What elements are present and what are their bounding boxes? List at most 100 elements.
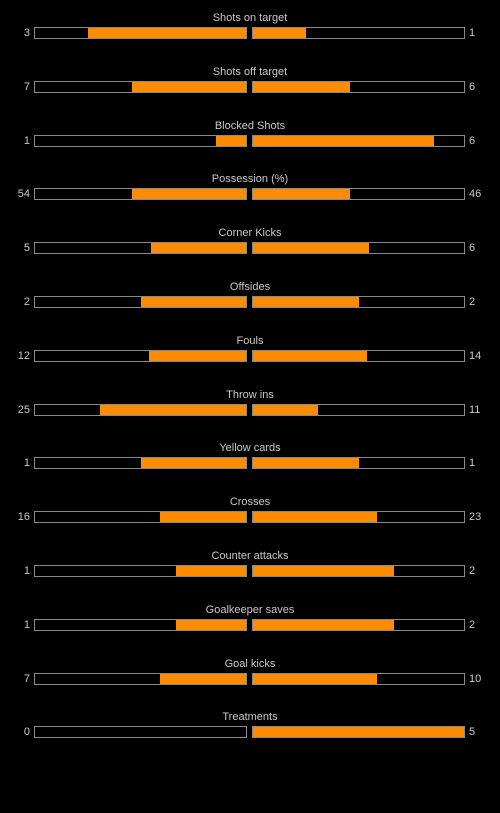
stat-label: Throw ins (226, 388, 274, 401)
stat-label: Counter attacks (211, 549, 289, 562)
away-value: 11 (469, 403, 481, 416)
stat-label: Corner Kicks (218, 227, 282, 240)
away-value: 6 (469, 134, 476, 147)
home-bar-fill (132, 81, 246, 92)
home-bar (34, 618, 247, 631)
away-bar (252, 188, 465, 201)
away-bar (252, 134, 465, 147)
away-value: 10 (469, 672, 482, 685)
home-bar (34, 80, 247, 93)
away-bar (252, 27, 465, 39)
home-value: 54 (17, 188, 30, 201)
home-value: 7 (23, 80, 30, 93)
stat-label: Shots on target (212, 12, 288, 24)
stat-row: Goal kicks 7 10 (0, 657, 500, 711)
away-value: 46 (469, 188, 482, 201)
away-bar-fill (253, 81, 351, 92)
away-bar (252, 618, 465, 631)
home-bar-fill (132, 189, 246, 200)
stat-label: Yellow cards (219, 442, 281, 455)
home-bar (34, 511, 247, 524)
stat-row: Goalkeeper saves 1 2 (0, 603, 500, 657)
home-value: 1 (23, 134, 30, 147)
stat-label: Offsides (229, 280, 271, 293)
stat-row: Shots on target 3 1 (0, 11, 500, 65)
stat-label: Goal kicks (224, 657, 276, 670)
away-bar-fill (253, 296, 359, 307)
away-bar-fill (253, 458, 359, 469)
home-value: 1 (23, 457, 30, 470)
home-bar-fill (87, 28, 246, 38)
home-value: 1 (23, 618, 30, 631)
away-bar (252, 726, 465, 739)
stat-row: Throw ins 25 11 (0, 388, 500, 442)
home-bar-fill (159, 673, 246, 684)
stat-label: Blocked Shots (214, 119, 286, 132)
stat-row: Fouls 12 14 (0, 334, 500, 388)
home-bar (34, 726, 247, 739)
stat-row: Treatments 0 5 (0, 710, 500, 764)
home-bar (34, 349, 247, 362)
home-bar (34, 457, 247, 470)
away-bar-fill (253, 727, 464, 738)
home-value: 1 (23, 564, 30, 577)
home-value: 3 (23, 27, 30, 39)
away-value: 23 (469, 511, 482, 524)
away-bar (252, 80, 465, 93)
home-value: 12 (17, 349, 30, 362)
away-value: 6 (469, 242, 476, 255)
away-bar (252, 564, 465, 577)
home-value: 0 (23, 726, 30, 739)
home-bar-fill (148, 350, 246, 361)
home-bar (34, 403, 247, 416)
home-bar-fill (140, 296, 246, 307)
home-bar (34, 672, 247, 685)
home-bar (34, 295, 247, 308)
home-bar-fill (216, 135, 246, 146)
stat-row: Offsides 2 2 (0, 280, 500, 334)
away-bar-fill (253, 565, 395, 576)
away-value: 2 (469, 618, 476, 631)
away-bar-fill (253, 619, 395, 630)
home-bar-fill (176, 565, 246, 576)
away-bar (252, 672, 465, 685)
home-value: 2 (23, 295, 30, 308)
home-bar-fill (176, 619, 246, 630)
stats-list: Shots on target 3 1 Shots off target 7 6… (0, 11, 500, 764)
away-value: 2 (469, 564, 476, 577)
home-bar-fill (100, 404, 246, 415)
away-value: 2 (469, 295, 476, 308)
home-bar (34, 134, 247, 147)
away-value: 14 (469, 349, 482, 362)
away-value: 6 (469, 80, 476, 93)
stat-label: Fouls (236, 334, 264, 347)
home-bar (34, 27, 247, 39)
away-bar-fill (253, 673, 378, 684)
away-bar-fill (253, 189, 351, 200)
away-bar-fill (253, 404, 319, 415)
home-value: 16 (17, 511, 30, 524)
away-bar-fill (253, 512, 378, 523)
away-bar (252, 511, 465, 524)
home-value: 25 (17, 403, 30, 416)
away-bar-fill (253, 350, 367, 361)
home-value: 7 (23, 672, 30, 685)
away-bar (252, 457, 465, 470)
away-bar (252, 242, 465, 255)
stat-row: Blocked Shots 1 6 (0, 119, 500, 173)
home-bar-fill (159, 512, 246, 523)
stat-row: Counter attacks 1 2 (0, 549, 500, 603)
stat-row: Possession (%) 54 46 (0, 172, 500, 226)
away-value: 1 (469, 27, 476, 39)
home-bar (34, 188, 247, 201)
home-bar-fill (151, 243, 246, 254)
away-bar (252, 295, 465, 308)
away-bar-fill (253, 243, 370, 254)
away-bar-fill (253, 28, 306, 38)
stat-row: Crosses 16 23 (0, 495, 500, 549)
away-value: 1 (469, 457, 476, 470)
stat-row: Yellow cards 1 1 (0, 441, 500, 495)
stat-label: Shots off target (212, 65, 288, 78)
home-value: 5 (23, 242, 30, 255)
